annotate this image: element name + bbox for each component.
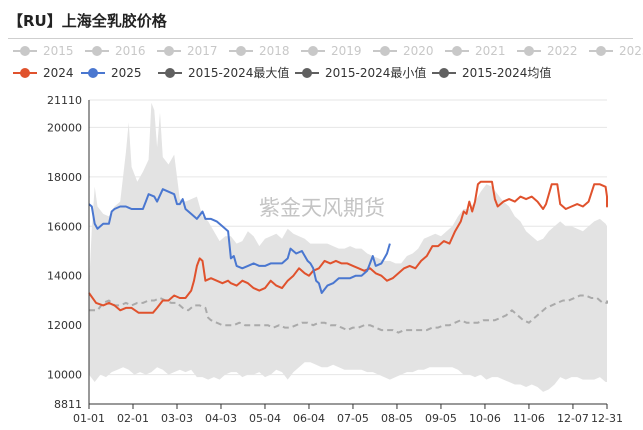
watermark-text: 紫金天风期货: [259, 196, 385, 220]
series-line-2025: [88, 188, 391, 294]
legend-series[interactable]: 2024 2025 2015-2024最大值 2015-2024最小值 2015-202…: [13, 65, 551, 80]
legend-marker: [596, 46, 606, 56]
legend-marker: [302, 68, 312, 78]
legend-marker: [524, 46, 534, 56]
x-tick-label: 02-01: [117, 412, 149, 425]
x-tick-label: 11-06: [513, 412, 545, 425]
series-lines: [88, 180, 608, 334]
legend-label: 2016: [115, 44, 146, 58]
series-line-avg: [89, 294, 608, 334]
legend-item-2015-2024均值[interactable]: 2015-2024均值: [432, 65, 551, 80]
legend-marker: [380, 46, 390, 56]
legend-item-2023[interactable]: 2023: [589, 44, 643, 58]
x-tick-label: 06-04: [293, 412, 325, 425]
legend-item-2025[interactable]: 2025: [81, 66, 142, 80]
legend-label: 2015-2024均值: [462, 65, 551, 80]
x-tick-label: 05-04: [249, 412, 281, 425]
y-tick-label: 12000: [47, 319, 82, 332]
x-tick-label: 04-03: [205, 412, 237, 425]
legend-marker: [164, 46, 174, 56]
legend-label: 2021: [475, 44, 506, 58]
legend-marker: [20, 46, 30, 56]
legend-item-2017[interactable]: 2017: [157, 44, 218, 58]
legend-label: 2019: [331, 44, 362, 58]
legend-label: 2022: [547, 44, 578, 58]
y-tick-label: 21110: [47, 94, 82, 107]
max-min-band: [89, 102, 607, 392]
legend-label: 2024: [43, 66, 74, 80]
legend-marker: [88, 68, 98, 78]
legend-label: 2025: [111, 66, 142, 80]
legend-marker: [92, 46, 102, 56]
legend-item-2022[interactable]: 2022: [517, 44, 578, 58]
x-tick-label: 08-05: [381, 412, 413, 425]
legend-marker: [20, 68, 30, 78]
legend-marker: [236, 46, 246, 56]
legend-item-2016[interactable]: 2016: [85, 44, 146, 58]
legend-label: 2015-2024最小值: [325, 65, 426, 80]
y-tick-label: 18000: [47, 171, 82, 184]
legend-item-2015-2024最小值[interactable]: 2015-2024最小值: [295, 65, 426, 80]
x-tick-label: 10-06: [469, 412, 501, 425]
axes: 8811 10000 12000 14000 16000 18000 20000 21110 0…: [47, 94, 623, 425]
legend-label: 2017: [187, 44, 218, 58]
x-tick-label: 12-07: [557, 412, 589, 425]
legend-item-2018[interactable]: 2018: [229, 44, 290, 58]
x-tick-label: 12-31: [591, 412, 623, 425]
legend-label: 2018: [259, 44, 290, 58]
x-tick-label: 07-05: [337, 412, 369, 425]
legend-item-2019[interactable]: 2019: [301, 44, 362, 58]
legend-label: 2015-2024最大值: [188, 65, 289, 80]
x-tick-label: 03-03: [161, 412, 193, 425]
y-tick-label: 10000: [47, 369, 82, 382]
legend-item-2015-2024最大值[interactable]: 2015-2024最大值: [158, 65, 289, 80]
title-divider: [8, 38, 633, 39]
x-tick-label: 09-05: [425, 412, 457, 425]
legend-item-2020[interactable]: 2020: [373, 44, 434, 58]
legend-item-2024[interactable]: 2024: [13, 66, 74, 80]
legend-item-2015[interactable]: 2015: [13, 44, 74, 58]
legend-label: 2020: [403, 44, 434, 58]
legend-label: 2023: [619, 44, 643, 58]
legend-item-2021[interactable]: 2021: [445, 44, 506, 58]
legend-label: 2015: [43, 44, 74, 58]
y-tick-label: 8811: [54, 398, 82, 411]
x-tick-label: 01-01: [73, 412, 105, 425]
y-tick-label: 14000: [47, 270, 82, 283]
y-tick-label: 16000: [47, 220, 82, 233]
band-area: [89, 102, 607, 392]
legend-marker: [452, 46, 462, 56]
chart-title: 【RU】上海全乳胶价格: [8, 12, 167, 30]
legend-marker: [165, 68, 175, 78]
series-line-2024: [88, 180, 608, 314]
y-tick-label: 20000: [47, 121, 82, 134]
legend-marker: [439, 68, 449, 78]
legend-marker: [308, 46, 318, 56]
legend-years[interactable]: 2015 2016 2017 2018 2019 2020 2021 2022 2023: [13, 44, 643, 58]
